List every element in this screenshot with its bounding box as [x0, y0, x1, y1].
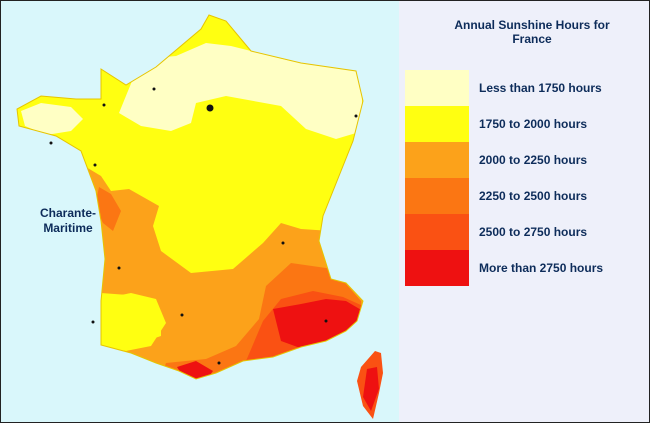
- france-outline: [16, 14, 364, 380]
- city-dot: [152, 87, 156, 91]
- legend-item-less-1750: Less than 1750 hours: [405, 70, 603, 106]
- legend-swatch: [405, 142, 469, 178]
- legend-label: 2000 to 2250 hours: [479, 153, 588, 167]
- city-dot: [324, 319, 328, 323]
- legend-label: Less than 1750 hours: [479, 81, 602, 95]
- zone-less-1750: [119, 43, 363, 139]
- zone-2250-2500-charente: [95, 187, 121, 231]
- map-canvas: [16, 14, 383, 419]
- region-label-line2: Maritime: [43, 221, 93, 235]
- france-sunshine-map: Charante- Maritime: [1, 1, 399, 422]
- legend-label: 2500 to 2750 hours: [479, 225, 588, 239]
- legend-swatch: [405, 106, 469, 142]
- region-label-line1: Charante-: [39, 206, 96, 220]
- city-dot: [217, 361, 221, 365]
- region-label-charente-maritime: Charante- Maritime: [27, 206, 109, 236]
- legend-swatch: [405, 70, 469, 106]
- legend-panel: Annual Sunshine Hours for France Less th…: [399, 1, 649, 422]
- corsica-zone-more-2750: [363, 367, 379, 411]
- city-dot: [91, 320, 95, 324]
- city-dot-paris: [206, 104, 214, 112]
- legend-swatch: [405, 178, 469, 214]
- zone-less-1750-brittany: [21, 103, 83, 135]
- zone-1750-2000-southwest: [101, 293, 166, 351]
- legend-item-more-2750: More than 2750 hours: [405, 250, 603, 286]
- legend-item-2500-2750: 2500 to 2750 hours: [405, 214, 603, 250]
- legend-swatch: [405, 250, 469, 286]
- city-dot: [93, 163, 97, 167]
- legend-title-line2: France: [512, 32, 552, 46]
- legend-label: 1750 to 2000 hours: [479, 117, 588, 131]
- city-dot: [281, 241, 285, 245]
- legend-list: Less than 1750 hours 1750 to 2000 hours …: [405, 70, 603, 286]
- legend-item-1750-2000: 1750 to 2000 hours: [405, 106, 603, 142]
- legend-item-2250-2500: 2250 to 2500 hours: [405, 178, 603, 214]
- legend-title: Annual Sunshine Hours for France: [417, 18, 647, 46]
- city-dot: [354, 114, 358, 118]
- city-dot: [180, 313, 184, 317]
- city-dot: [102, 103, 106, 107]
- legend-label: 2250 to 2500 hours: [479, 189, 588, 203]
- legend-swatch: [405, 214, 469, 250]
- city-dot: [117, 266, 121, 270]
- legend-item-2000-2250: 2000 to 2250 hours: [405, 142, 603, 178]
- legend-label: More than 2750 hours: [479, 261, 604, 275]
- legend-title-line1: Annual Sunshine Hours for: [454, 18, 610, 32]
- city-dot: [49, 141, 53, 145]
